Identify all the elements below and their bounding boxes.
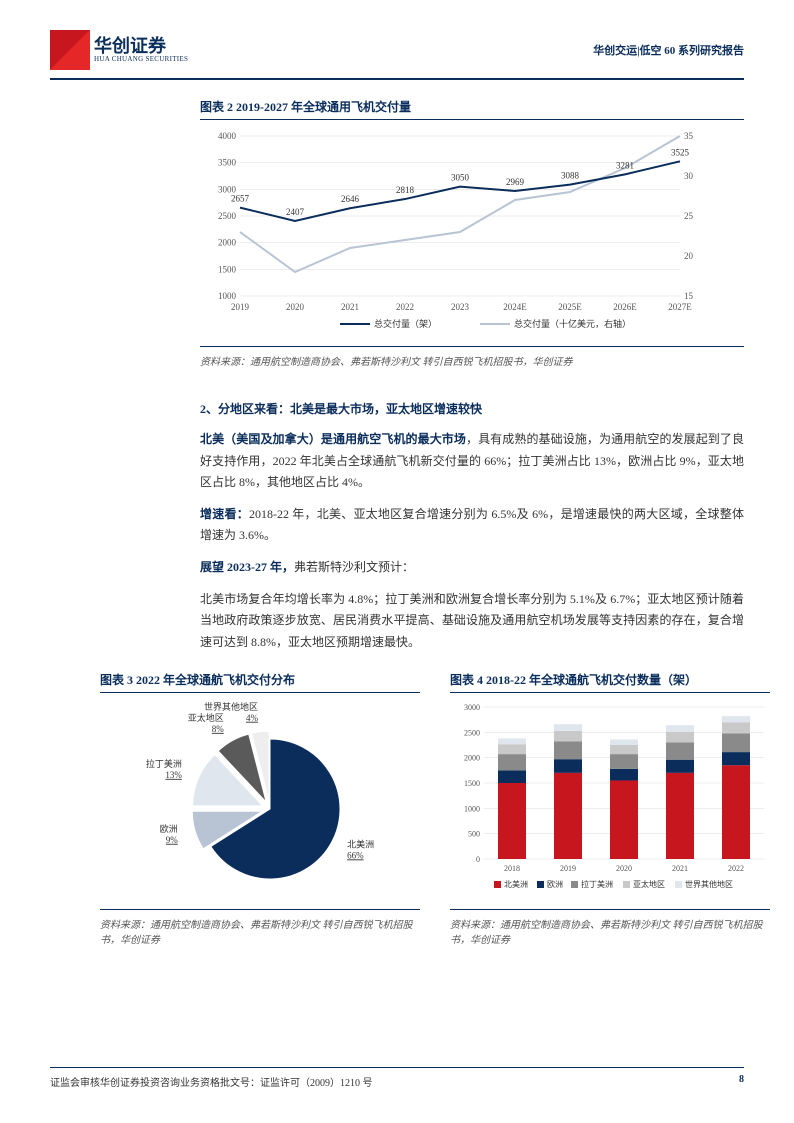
chart4-column: 图表 4 2018-22 年全球通航飞机交付数量（架） 0 500 1000 1500… [450,671,770,946]
chart1-line-dual-axis: 1000150020002500300035004000152025303520… [200,126,720,336]
chart4-source: 资料来源：通用航空制造商协会、弗若斯特沙利文 转引自西锐飞机招股书，华创证券 [450,909,770,946]
svg-text:总交付量（架）: 总交付量（架） [374,318,437,329]
svg-text:2969: 2969 [506,177,525,187]
svg-text:世界其他地区: 世界其他地区 [204,701,258,712]
chart1-source: 资料来源：通用航空制造商协会、弗若斯特沙利文 转引自西锐飞机招股书，华创证券 [200,346,744,368]
chart3-column: 图表 3 2022 年全球通航飞机交付分布 北美洲66% 欧洲9% 拉丁美洲13% 亚… [100,671,420,946]
svg-text:2022: 2022 [728,864,744,873]
svg-text:4%: 4% [246,713,259,723]
section2-title: 2、分地区来看：北美是最大市场，亚太地区增速较快 [200,400,744,417]
svg-text:亚太地区: 亚太地区 [188,712,224,723]
svg-text:25: 25 [684,211,694,221]
svg-text:30: 30 [684,171,694,181]
chart3-pie: 北美洲66% 欧洲9% 拉丁美洲13% 亚太地区8% 世界其他地区4% [100,699,420,899]
svg-text:2026E: 2026E [613,302,637,312]
svg-text:0: 0 [476,855,480,864]
svg-text:13%: 13% [165,770,182,780]
svg-text:2000: 2000 [464,754,480,763]
p1-lead: 北美（美国及加拿大）是通用航空飞机的最大市场 [200,432,466,446]
svg-text:1500: 1500 [218,264,237,274]
svg-text:北美洲: 北美洲 [504,879,528,889]
logo-mark-icon [50,30,90,70]
chart3-title: 图表 3 2022 年全球通航飞机交付分布 [100,671,420,693]
chart4-stacked-bar: 0 500 1000 1500 2000 2500 3000 2018 2019 2020 2021… [450,699,770,899]
svg-text:2646: 2646 [341,194,360,204]
page-footer: 证监会审核华创证券投资咨询业务资格批文号：证监许可（2009）1210 号 8 [50,1067,744,1089]
svg-text:2657: 2657 [231,194,250,204]
svg-text:2025E: 2025E [558,302,582,312]
svg-text:2020: 2020 [616,864,632,873]
svg-text:2022: 2022 [396,302,414,312]
section2-p3: 展望 2023-27 年，弗若斯特沙利文预计： [200,557,744,579]
chart4-title: 图表 4 2018-22 年全球通航飞机交付数量（架） [450,671,770,693]
svg-text:拉丁美洲: 拉丁美洲 [146,758,182,769]
page-header: 华创证券 HUA CHUANG SECURITIES 华创交运|低空 60 系列… [50,0,744,80]
svg-text:3525: 3525 [671,147,690,157]
svg-text:3050: 3050 [451,173,470,183]
svg-text:8%: 8% [212,724,225,734]
svg-text:欧洲: 欧洲 [547,879,563,889]
svg-text:1000: 1000 [218,291,237,301]
svg-text:15: 15 [684,291,694,301]
logo-text: 华创证券 [94,37,188,55]
logo-subtext: HUA CHUANG SECURITIES [94,55,188,63]
svg-text:2024E: 2024E [503,302,527,312]
chart3-source: 资料来源：通用航空制造商协会、弗若斯特沙利文 转引自西锐飞机招股书，华创证券 [100,909,420,946]
svg-text:2023: 2023 [451,302,470,312]
section2-p2: 增速看：2018-22 年，北美、亚太地区复合增速分别为 6.5%及 6%，是增… [200,504,744,547]
svg-text:20: 20 [684,251,694,261]
svg-text:2500: 2500 [218,211,237,221]
svg-text:世界其他地区: 世界其他地区 [685,879,733,889]
footer-left: 证监会审核华创证券投资咨询业务资格批文号：证监许可（2009）1210 号 [50,1074,373,1089]
svg-text:2021: 2021 [341,302,359,312]
chart1-title: 图表 2 2019-2027 年全球通用飞机交付量 [200,98,744,120]
p3-lead: 展望 2023-27 年， [200,560,294,574]
section2-p4: 北美市场复合年均增长率为 4.8%；拉丁美洲和欧洲复合增长率分别为 5.1%及 … [200,589,744,654]
svg-text:3000: 3000 [464,703,480,712]
svg-text:2407: 2407 [286,207,305,217]
svg-text:2500: 2500 [464,729,480,738]
header-series-title: 华创交运|低空 60 系列研究报告 [593,42,744,58]
svg-text:3500: 3500 [218,158,237,168]
svg-text:2027E: 2027E [668,302,692,312]
svg-text:35: 35 [684,131,694,141]
svg-text:66%: 66% [347,851,364,861]
svg-text:2019: 2019 [560,864,576,873]
svg-text:2021: 2021 [672,864,688,873]
svg-text:2018: 2018 [504,864,520,873]
svg-text:欧洲: 欧洲 [160,823,178,834]
svg-text:9%: 9% [166,835,179,845]
svg-text:1000: 1000 [464,805,480,814]
section2-p1: 北美（美国及加拿大）是通用航空飞机的最大市场，具有成熟的基础设施，为通用航空的发… [200,429,744,494]
svg-text:4000: 4000 [218,131,237,141]
footer-page-number: 8 [739,1074,744,1089]
svg-text:总交付量（十亿美元，右轴）: 总交付量（十亿美元，右轴） [514,318,631,329]
svg-text:亚太地区: 亚太地区 [633,879,665,889]
p3-rest: 弗若斯特沙利文预计： [294,560,414,574]
svg-text:拉丁美洲: 拉丁美洲 [581,879,613,889]
svg-text:1500: 1500 [464,779,480,788]
svg-text:3281: 3281 [616,160,634,170]
logo: 华创证券 HUA CHUANG SECURITIES [50,30,188,70]
svg-text:北美洲: 北美洲 [347,839,374,850]
svg-text:3088: 3088 [561,171,580,181]
svg-text:2020: 2020 [286,302,305,312]
p2-rest: 2018-22 年，北美、亚太地区复合增速分别为 6.5%及 6%，是增速最快的… [200,507,744,543]
p2-lead: 增速看： [200,507,249,521]
svg-text:500: 500 [468,830,480,839]
svg-text:2000: 2000 [218,238,237,248]
svg-text:2019: 2019 [231,302,250,312]
svg-text:2818: 2818 [396,185,415,195]
